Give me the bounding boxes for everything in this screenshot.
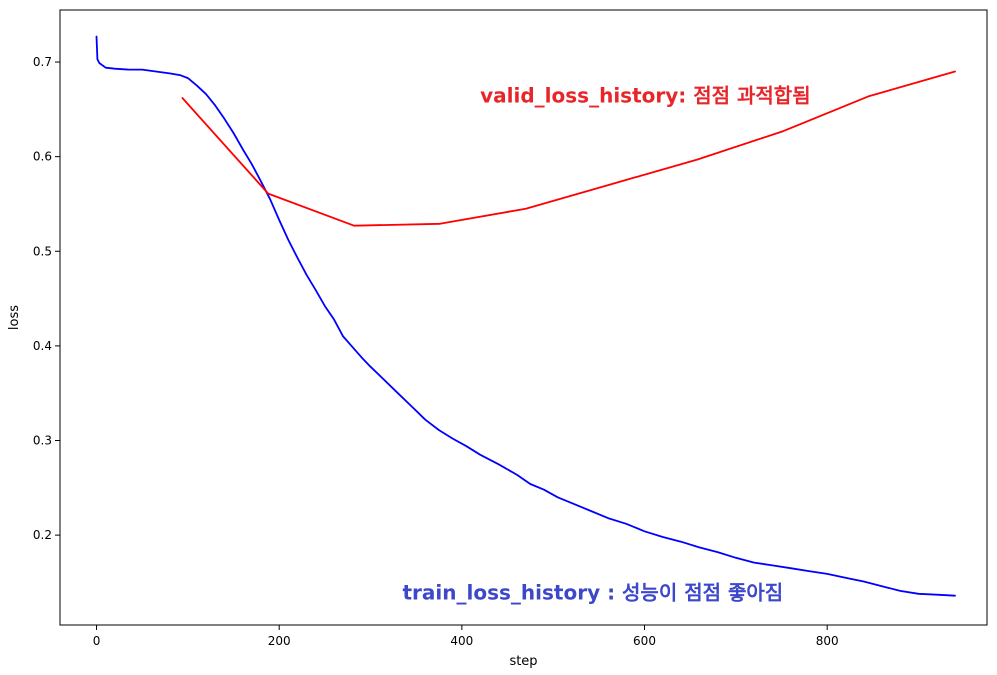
x-axis-label: step	[509, 654, 537, 669]
x-axis-ticks: 0 200 400 600 800	[93, 625, 839, 648]
x-tick-label: 600	[633, 634, 656, 648]
y-tick-label: 0.7	[33, 55, 52, 69]
annotation-1: train_loss_history : 성능이 점점 좋아짐	[402, 580, 783, 604]
y-tick-label: 0.6	[33, 150, 52, 164]
y-tick-label: 0.3	[33, 434, 52, 448]
y-axis-label: loss	[7, 305, 22, 330]
x-tick-label: 400	[450, 634, 473, 648]
series-layer	[95, 35, 956, 597]
y-tick-label: 0.5	[33, 244, 52, 258]
annotation-0: valid_loss_history: 점점 과적합됨	[480, 84, 811, 108]
x-tick-label: 0	[93, 634, 101, 648]
y-tick-label: 0.4	[33, 339, 52, 353]
annotations: valid_loss_history: 점점 과적합됨 train_loss_hi…	[402, 84, 810, 605]
plot-background	[60, 10, 987, 625]
y-axis-ticks: 0.2 0.3 0.4 0.5 0.6 0.7	[33, 55, 60, 542]
plot-frame	[59, 9, 988, 626]
y-tick-label: 0.2	[33, 528, 52, 542]
x-tick-label: 200	[268, 634, 291, 648]
series-line-0	[95, 35, 956, 597]
x-tick-label: 800	[816, 634, 839, 648]
series-line-1	[181, 70, 956, 227]
